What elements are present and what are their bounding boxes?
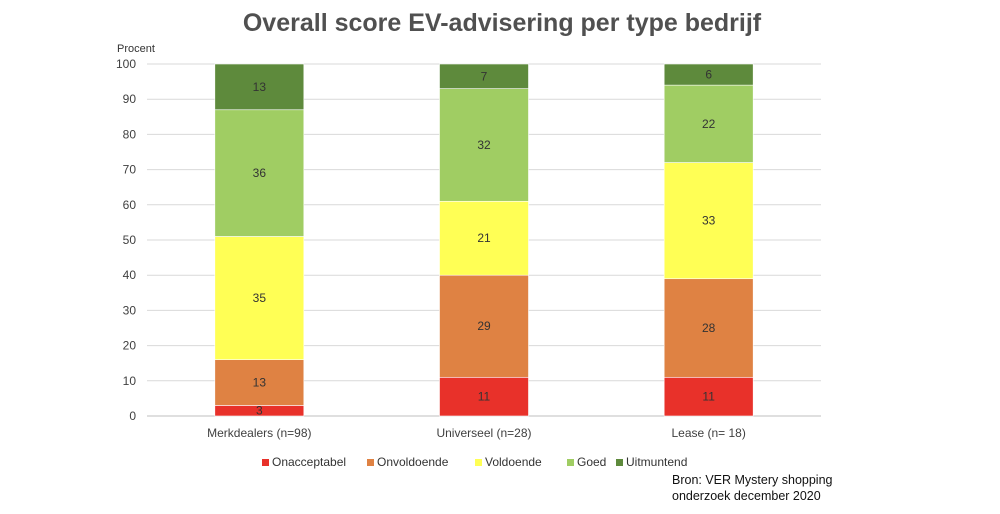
y-tick-label: 50 (123, 233, 137, 247)
bar-segment (439, 376, 529, 417)
legend-swatch (367, 459, 374, 466)
legend-label: Onacceptabel (272, 455, 346, 469)
y-tick-label: 40 (123, 268, 137, 282)
source-line-1: Bron: VER Mystery shopping (672, 473, 833, 487)
x-tick-label: Lease (n= 18) (671, 426, 745, 440)
y-axis-ticks: 0 10 20 30 40 50 60 70 80 90 100 (116, 57, 136, 423)
legend-swatch (475, 459, 482, 466)
y-tick-label: 80 (123, 127, 137, 141)
x-axis-ticks: Merkdealers (n=98) Universeel (n=28) Lease… (207, 426, 746, 440)
data-label: 6 (705, 68, 712, 82)
data-label: 35 (253, 291, 267, 305)
bar-segment (214, 109, 305, 237)
legend: Onacceptabel Onvoldoende Voldoende Goed Uitm… (262, 455, 687, 469)
y-tick-label: 10 (123, 374, 137, 388)
source-line-2: onderzoek december 2020 (672, 489, 821, 503)
legend-swatch (262, 459, 269, 466)
y-tick-label: 20 (123, 339, 137, 353)
legend-swatch (567, 459, 574, 466)
bar-segment (663, 84, 754, 163)
data-label: 33 (702, 214, 716, 228)
legend-swatch (616, 459, 623, 466)
data-label: 32 (477, 138, 491, 152)
legend-label: Onvoldoende (377, 455, 449, 469)
data-label: 28 (702, 321, 716, 335)
bar-segment (663, 63, 754, 86)
bar-segment (439, 200, 529, 276)
y-tick-label: 70 (123, 163, 137, 177)
bar-segment (663, 162, 754, 280)
bar-segment (439, 274, 529, 378)
y-tick-label: 60 (123, 198, 137, 212)
bar-segment (439, 63, 529, 89)
data-label: 13 (253, 80, 267, 94)
legend-label: Goed (577, 455, 606, 469)
bars: 3 13 35 36 13 11 29 21 32 7 11 28 33 22 6 (214, 63, 754, 418)
y-tick-label: 30 (123, 303, 137, 317)
x-tick-label: Merkdealers (n=98) (207, 426, 311, 440)
legend-label: Voldoende (485, 455, 542, 469)
data-label: 22 (702, 117, 716, 131)
chart-title: Overall score EV-advisering per type bed… (243, 9, 762, 37)
y-axis-label: Procent (117, 43, 155, 55)
data-label: 11 (478, 390, 491, 404)
bar-segment (663, 376, 754, 417)
y-tick-label: 0 (129, 409, 136, 423)
legend-label: Uitmuntend (626, 455, 687, 469)
data-label: 3 (256, 404, 263, 418)
data-label: 13 (253, 376, 267, 390)
bar-segment (663, 278, 754, 378)
x-tick-label: Universeel (n=28) (436, 426, 531, 440)
y-tick-label: 90 (123, 92, 137, 106)
y-tick-label: 100 (116, 57, 136, 71)
data-label: 29 (477, 319, 491, 333)
data-label: 21 (477, 231, 491, 245)
bar-segment (439, 88, 529, 202)
data-label: 36 (253, 166, 267, 180)
bar-segment (214, 63, 305, 111)
data-label: 11 (702, 390, 715, 404)
data-label: 7 (481, 69, 488, 83)
